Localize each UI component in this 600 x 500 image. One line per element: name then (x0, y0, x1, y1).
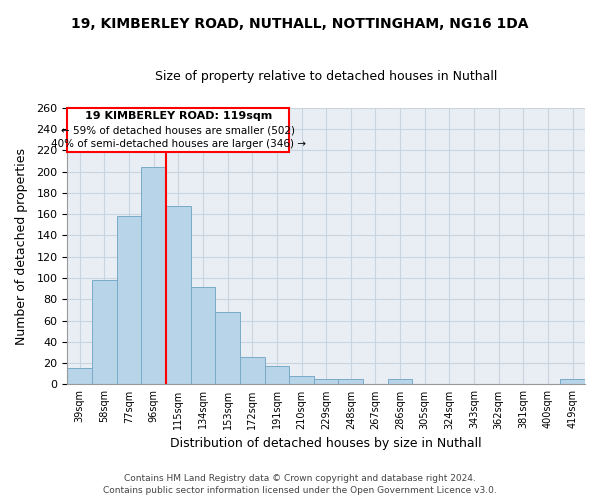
Bar (166, 206, 191, 384)
Bar (388, 379, 412, 384)
Bar (240, 357, 265, 384)
Bar (116, 216, 141, 384)
Bar (560, 379, 585, 384)
Title: Size of property relative to detached houses in Nuthall: Size of property relative to detached ho… (155, 70, 497, 83)
Text: 40% of semi-detached houses are larger (346) →: 40% of semi-detached houses are larger (… (51, 138, 306, 148)
Bar (92, 280, 116, 384)
Text: 19 KIMBERLEY ROAD: 119sqm: 19 KIMBERLEY ROAD: 119sqm (85, 111, 272, 121)
Bar (191, 286, 215, 384)
Bar (67, 368, 92, 384)
Bar (265, 366, 289, 384)
Text: 19, KIMBERLEY ROAD, NUTHALL, NOTTINGHAM, NG16 1DA: 19, KIMBERLEY ROAD, NUTHALL, NOTTINGHAM,… (71, 18, 529, 32)
Bar (141, 168, 166, 384)
Bar (314, 379, 338, 384)
Bar (215, 312, 240, 384)
Bar (338, 379, 363, 384)
X-axis label: Distribution of detached houses by size in Nuthall: Distribution of detached houses by size … (170, 437, 482, 450)
Text: ← 59% of detached houses are smaller (502): ← 59% of detached houses are smaller (50… (61, 125, 295, 135)
Text: Contains HM Land Registry data © Crown copyright and database right 2024.
Contai: Contains HM Land Registry data © Crown c… (103, 474, 497, 495)
Y-axis label: Number of detached properties: Number of detached properties (15, 148, 28, 344)
Bar (289, 376, 314, 384)
Bar (67, 108, 289, 152)
